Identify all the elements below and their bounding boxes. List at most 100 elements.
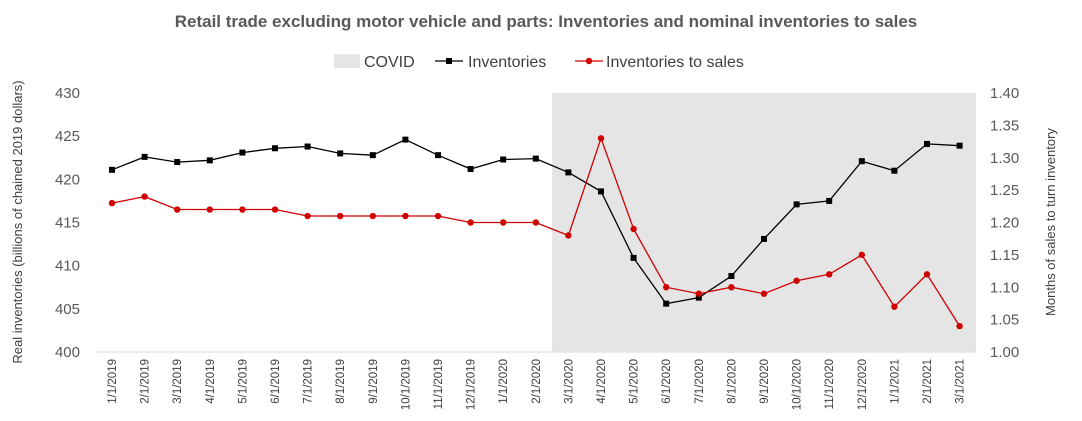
y-right-tick-label: 1.15 [990, 247, 1019, 264]
x-tick-label: 2/1/2021 [922, 359, 934, 404]
x-tick-label: 3/1/2020 [563, 359, 575, 404]
inventories-to-sales-point [500, 219, 507, 226]
inventories-point [858, 158, 865, 165]
inventories-point [826, 197, 833, 204]
legend-swatch-covid [334, 54, 360, 68]
inventories-point [500, 156, 507, 163]
covid-shaded-region [552, 93, 976, 352]
y-right-tick-label: 1.20 [990, 215, 1019, 232]
y-left-tick-label: 410 [55, 258, 80, 275]
x-tick-label: 7/1/2019 [303, 359, 315, 404]
inventories-to-sales-point [108, 199, 116, 207]
inventories-point [206, 157, 213, 164]
inventories-to-sales-point [174, 206, 181, 213]
inventories-to-sales-point [760, 290, 768, 297]
inventories-to-sales-point [239, 206, 246, 213]
x-tick-label: 2/1/2019 [140, 359, 152, 404]
x-tick-label: 9/1/2019 [368, 359, 380, 404]
x-tick-label: 10/1/2019 [400, 359, 412, 410]
inventories-to-sales-point [630, 225, 637, 233]
x-tick-label: 8/1/2019 [335, 359, 347, 404]
x-tick-label: 11/1/2020 [824, 359, 836, 409]
legend-label-inventories-to-sales: Inventories to sales [606, 54, 744, 71]
y-right-tick-label: 1.10 [990, 279, 1019, 296]
chart-title: Retail trade excluding motor vehicle and… [175, 12, 918, 31]
y-right-tick-label: 1.40 [990, 85, 1019, 102]
y-left-tick-label: 420 [55, 171, 80, 188]
inventories-to-sales-point [956, 322, 963, 330]
inventories-point [761, 235, 767, 242]
x-tick-label: 6/1/2019 [270, 359, 282, 404]
inventories-point [174, 159, 181, 166]
inventories-point [272, 145, 278, 152]
inventories-to-sales-point [663, 284, 670, 291]
x-tick-label: 1/1/2019 [107, 359, 119, 404]
y-right-tick-label: 1.00 [990, 344, 1019, 361]
y-axis-left-title: Real inventories (billions of chained 20… [10, 80, 25, 363]
x-tick-label: 1/1/2021 [889, 359, 901, 404]
inventories-to-sales-point [695, 290, 702, 297]
x-tick-label: 3/1/2019 [172, 359, 184, 404]
x-tick-label: 6/1/2020 [661, 359, 673, 404]
y-left-tick-label: 400 [55, 344, 80, 361]
x-tick-label: 4/1/2020 [596, 359, 608, 404]
inventories-point [109, 166, 115, 173]
inventories-to-sales-point [141, 193, 148, 200]
y-left-tick-label: 425 [55, 128, 80, 145]
inventories-point [435, 152, 441, 159]
inventories-to-sales-point [597, 135, 605, 142]
inventories-point [565, 169, 572, 176]
x-tick-label: 5/1/2020 [629, 359, 641, 404]
inventories-point [924, 140, 930, 147]
covid-shade-rect [552, 93, 976, 352]
inventories-point [239, 149, 246, 156]
inventories-point [598, 188, 604, 195]
x-tick-label: 5/1/2019 [237, 359, 249, 404]
inventories-to-sales-point [304, 212, 311, 220]
inventories-to-sales-point [337, 212, 344, 220]
inventories-to-sales-point [434, 212, 442, 220]
inventories-point [663, 300, 670, 307]
inventories-point [141, 153, 148, 160]
inventories-to-sales-point [467, 219, 474, 226]
inventories-point [532, 155, 539, 162]
legend-swatch-inventories-to-sales-marker [585, 57, 593, 65]
inventories-to-sales-point [858, 251, 865, 259]
x-tick-label: 10/1/2020 [792, 359, 804, 410]
y-axis-right-title: Months of sales to turn inventory [1043, 128, 1058, 316]
y-left-tick-label: 405 [55, 301, 80, 318]
inventories-point [467, 165, 474, 172]
x-tick-label: 7/1/2020 [694, 359, 706, 404]
inventories-point [891, 167, 898, 174]
inventories-point [793, 201, 800, 208]
x-tick-label: 2/1/2020 [531, 359, 543, 404]
inventories-point [956, 142, 963, 149]
inventories-point [402, 136, 409, 143]
inventories-to-sales-point [532, 219, 539, 226]
legend-swatch-inventories-marker [446, 58, 452, 64]
y-right-tick-label: 1.25 [990, 182, 1019, 199]
inventories-to-sales-point [402, 212, 409, 220]
inventories-to-sales-point [206, 206, 213, 213]
inventories-point [369, 152, 376, 159]
inventories-point [728, 273, 735, 280]
y-left-tick-label: 415 [55, 215, 80, 232]
inventories-to-sales-point [565, 232, 572, 239]
x-tick-label: 8/1/2020 [726, 359, 738, 404]
x-tick-label: 12/1/2020 [857, 359, 869, 410]
x-tick-label: 4/1/2019 [205, 359, 217, 404]
inventories-to-sales-point [826, 271, 833, 278]
inventories-point [630, 254, 637, 261]
x-tick-label: 12/1/2019 [466, 359, 478, 410]
inventories-point [337, 150, 344, 157]
legend-label-inventories: Inventories [468, 54, 546, 71]
y-left-tick-label: 430 [55, 85, 80, 102]
legend-label-covid: COVID [364, 54, 415, 71]
inventories-to-sales-point [271, 206, 279, 213]
inventories-to-sales-point [923, 271, 931, 278]
x-tick-label: 3/1/2021 [955, 359, 967, 404]
x-tick-label: 11/1/2019 [433, 359, 445, 409]
inventories-to-sales-point [891, 303, 898, 310]
inventories-point [695, 294, 702, 301]
